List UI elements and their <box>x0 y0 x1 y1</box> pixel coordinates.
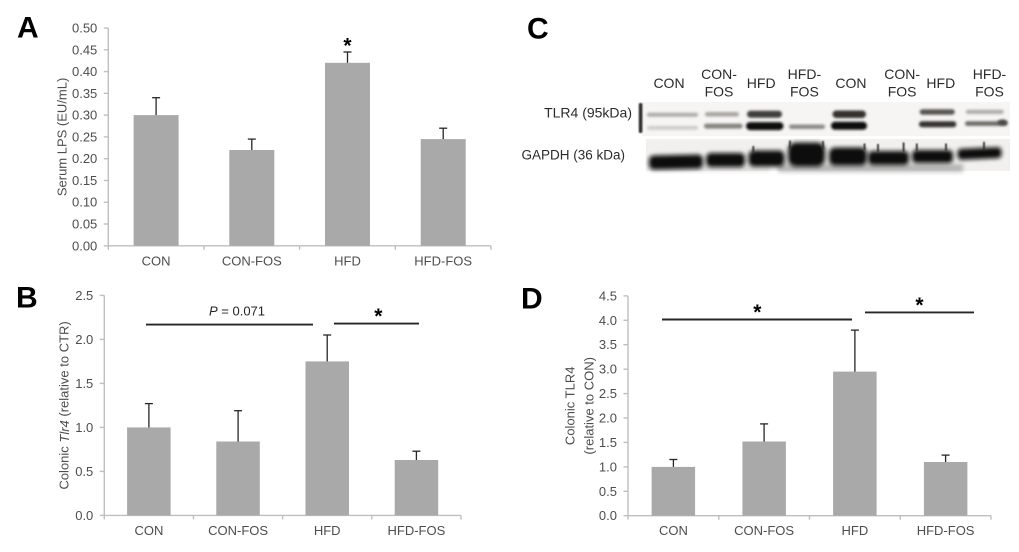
svg-text:HFD-FOS: HFD-FOS <box>414 253 472 268</box>
svg-text:0.05: 0.05 <box>72 217 97 232</box>
svg-text:CON: CON <box>835 75 866 91</box>
svg-text:CON-: CON- <box>701 66 737 82</box>
svg-text:*: * <box>915 294 924 317</box>
svg-text:B: B <box>16 282 38 315</box>
svg-text:GAPDH (36 kDa): GAPDH (36 kDa) <box>521 148 625 163</box>
svg-text:HFD: HFD <box>842 523 869 538</box>
svg-text:0.00: 0.00 <box>72 238 97 253</box>
svg-text:0.45: 0.45 <box>72 42 97 57</box>
svg-text:0.25: 0.25 <box>72 129 97 144</box>
svg-text:3.0: 3.0 <box>599 362 617 377</box>
svg-text:2.0: 2.0 <box>599 411 617 426</box>
svg-text:3.5: 3.5 <box>599 337 617 352</box>
svg-text:FOS: FOS <box>790 84 819 100</box>
svg-text:HFD: HFD <box>334 253 361 268</box>
svg-text:A: A <box>17 12 39 45</box>
svg-text:CON-FOS: CON-FOS <box>734 523 794 538</box>
svg-text:1.0: 1.0 <box>75 420 93 435</box>
svg-text:D: D <box>521 283 543 316</box>
svg-text:Serum LPS (EU/mL): Serum LPS (EU/mL) <box>55 78 70 196</box>
svg-text:*: * <box>753 301 762 324</box>
svg-text:2.5: 2.5 <box>75 288 93 303</box>
svg-text:1.5: 1.5 <box>599 435 617 450</box>
svg-text:0.0: 0.0 <box>599 508 617 523</box>
svg-text:HFD: HFD <box>926 75 955 91</box>
svg-text:HFD-: HFD- <box>973 66 1007 82</box>
svg-text:1.5: 1.5 <box>75 376 93 391</box>
svg-text:CON-FOS: CON-FOS <box>222 253 282 268</box>
svg-text:0.20: 0.20 <box>72 151 97 166</box>
svg-text:HFD: HFD <box>747 75 776 91</box>
svg-text:P = 0.071: P = 0.071 <box>209 304 265 319</box>
svg-text:HFD: HFD <box>314 523 341 538</box>
svg-text:1.0: 1.0 <box>599 459 617 474</box>
svg-text:0.5: 0.5 <box>599 484 617 499</box>
svg-text:2.0: 2.0 <box>75 332 93 347</box>
svg-text:0.15: 0.15 <box>72 173 97 188</box>
svg-text:CON: CON <box>142 253 171 268</box>
svg-text:0.50: 0.50 <box>72 21 97 36</box>
svg-text:0.30: 0.30 <box>72 108 97 123</box>
svg-text:0.35: 0.35 <box>72 86 97 101</box>
svg-text:FOS: FOS <box>888 84 917 100</box>
svg-text:Colonic Tlr4 (relative to CTR): Colonic Tlr4 (relative to CTR) <box>57 321 72 489</box>
svg-text:FOS: FOS <box>705 84 734 100</box>
svg-text:FOS: FOS <box>975 84 1004 100</box>
svg-text:HFD-FOS: HFD-FOS <box>917 523 975 538</box>
svg-text:TLR4 (95kDa): TLR4 (95kDa) <box>544 105 632 121</box>
svg-text:CON-: CON- <box>884 66 920 82</box>
svg-text:HFD-FOS: HFD-FOS <box>388 523 446 538</box>
svg-text:CON: CON <box>134 523 163 538</box>
svg-text:2.5: 2.5 <box>599 386 617 401</box>
svg-text:HFD-: HFD- <box>788 66 822 82</box>
svg-text:Colonic TLR4: Colonic TLR4 <box>563 367 578 446</box>
svg-text:*: * <box>374 305 383 328</box>
svg-text:0.0: 0.0 <box>75 508 93 523</box>
svg-text:(relative to CON): (relative to CON) <box>582 357 597 455</box>
svg-text:C: C <box>527 13 549 46</box>
svg-text:4.0: 4.0 <box>599 313 617 328</box>
svg-text:4.5: 4.5 <box>599 288 617 303</box>
svg-text:CON-FOS: CON-FOS <box>208 523 268 538</box>
svg-text:CON: CON <box>653 75 684 91</box>
svg-text:*: * <box>343 35 352 58</box>
svg-text:0.5: 0.5 <box>75 464 93 479</box>
svg-text:CON: CON <box>659 523 688 538</box>
svg-text:0.10: 0.10 <box>72 195 97 210</box>
svg-text:0.40: 0.40 <box>72 64 97 79</box>
